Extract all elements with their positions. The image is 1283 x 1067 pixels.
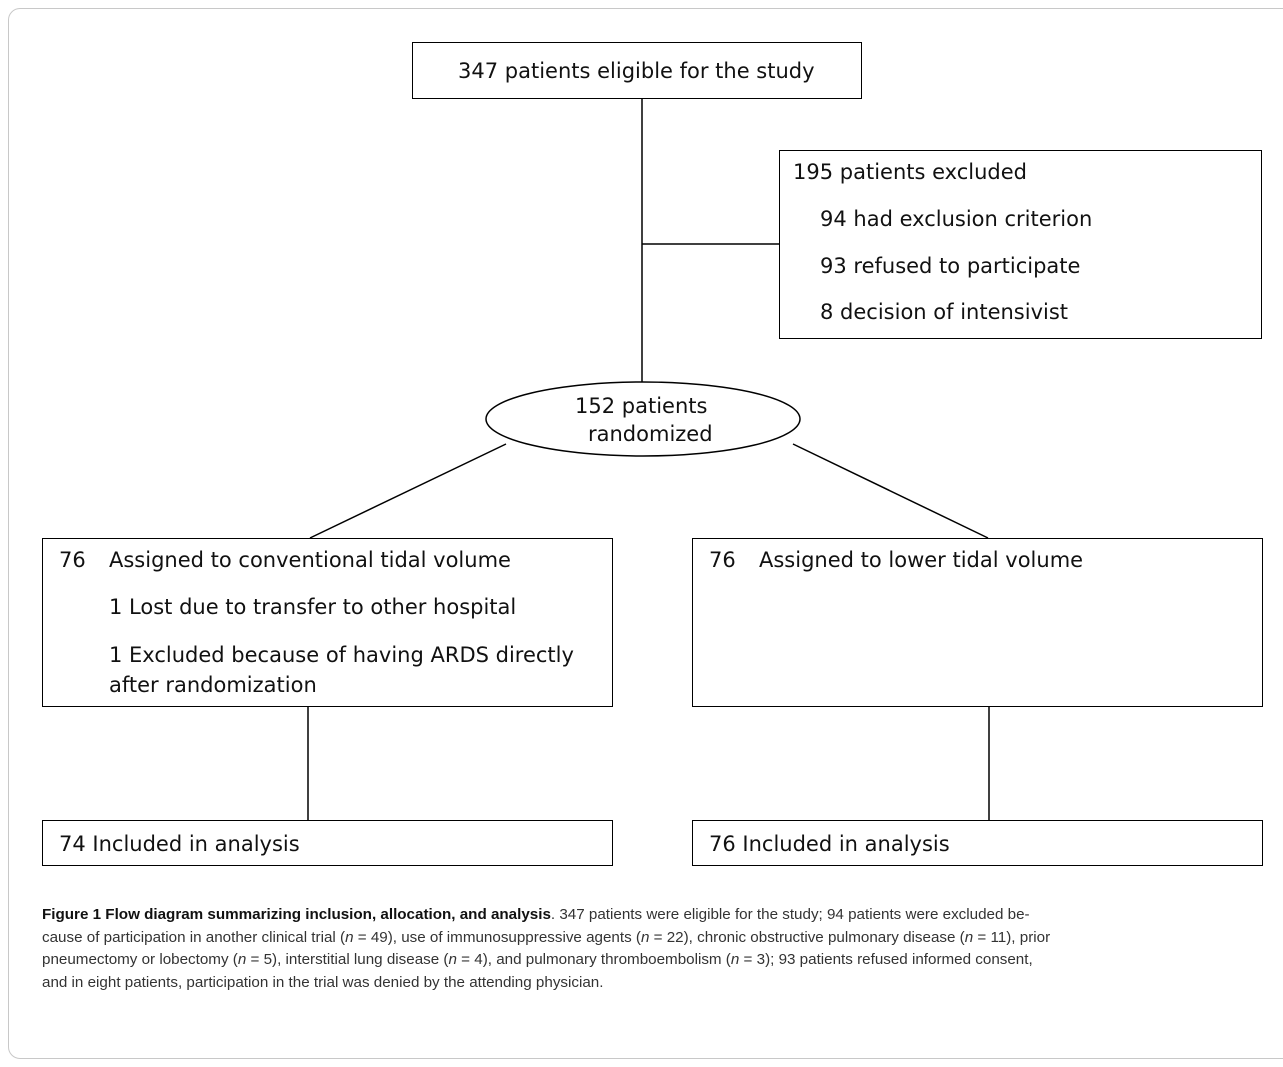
figure-frame (8, 8, 1283, 1059)
excluded-item: 93 refused to participate (820, 254, 1081, 278)
randomized-ellipse (485, 381, 801, 457)
caption-label: Figure 1 Flow diagram summarizing inclus… (42, 906, 551, 923)
right-analysis-box (692, 820, 1263, 866)
right-arm-box (692, 538, 1263, 707)
left-arm-item: 1 Excluded because of having ARDS direct… (109, 643, 574, 667)
connector-to-right-arm (792, 443, 989, 539)
eligible-box (412, 42, 862, 99)
left-arm-title: Assigned to conventional tidal volume (109, 548, 511, 572)
right-analysis-label: 76 Included in analysis (709, 832, 950, 856)
excluded-title: 195 patients excluded (793, 160, 1027, 184)
left-analysis-label: 74 Included in analysis (59, 832, 300, 856)
left-analysis-box (42, 820, 613, 866)
left-arm-item: 1 Lost due to transfer to other hospital (109, 595, 517, 619)
excluded-item: 8 decision of intensivist (820, 300, 1069, 324)
excluded-item: 94 had exclusion criterion (820, 207, 1093, 231)
connector-to-left-arm (309, 443, 507, 539)
figure-caption: Figure 1 Flow diagram summarizing inclus… (42, 906, 1051, 991)
excluded-box (779, 150, 1262, 339)
eligible-label: 347 patients eligible for the study (458, 59, 815, 83)
left-arm-box (42, 538, 613, 707)
randomized-line2: randomized (588, 422, 713, 446)
right-arm-count: 76 (709, 548, 736, 572)
left-arm-item: after randomization (109, 673, 317, 697)
right-arm-title: Assigned to lower tidal volume (759, 548, 1084, 572)
left-arm-count: 76 (59, 548, 86, 572)
randomized-line1: 152 patients (575, 394, 708, 418)
